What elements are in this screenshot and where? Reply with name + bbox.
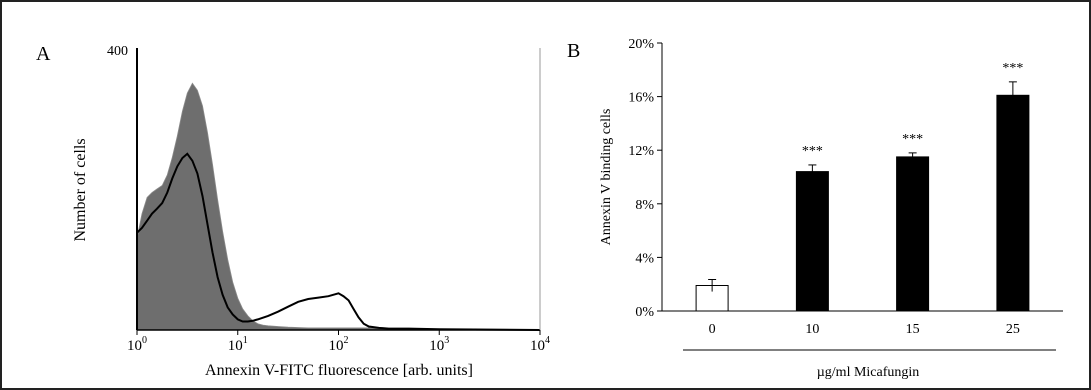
panel-a-series-line [136, 152, 541, 331]
y-tick-label-5: 20% [628, 37, 654, 52]
histogram-area-control [136, 82, 541, 331]
y-tick-label-1: 4% [635, 251, 654, 266]
bar-25 [996, 94, 1030, 312]
bar-10 [795, 171, 829, 312]
y-tick-label-0: 0% [635, 305, 654, 320]
panel-b-categories: 0 10 15 25 [709, 322, 1020, 337]
panel-a: A 400 Number of cells 100 101 102 103 104 An… [36, 43, 550, 379]
category-label-15: 15 [906, 322, 920, 337]
category-label-10: 10 [805, 322, 819, 337]
significance-25: *** [1002, 61, 1023, 76]
category-label-25: 25 [1006, 322, 1020, 337]
significance-15: *** [902, 132, 923, 147]
panel-a-label: A [36, 43, 51, 65]
panel-a-x-axis-label: Annexin V-FITC fluorescence [arb. units] [205, 362, 473, 379]
y-tick-label-4: 16% [628, 91, 654, 106]
panel-b-y-axis-label: Annexin V binding cells [599, 109, 614, 246]
panel-a-series-area [136, 82, 541, 331]
category-label-0: 0 [709, 322, 716, 337]
y-tick-label-3: 12% [628, 144, 654, 159]
panel-b-y-ticks: 0% 4% 8% 12% 16% 20% [628, 37, 662, 320]
panel-b-x-axis-label: µg/ml Micafungin [817, 365, 920, 380]
panel-b-bars: *** *** *** [695, 61, 1030, 312]
significance-10: *** [802, 144, 823, 159]
panel-a-y-axis-label: Number of cells [72, 138, 89, 241]
panel-b-label: B [567, 40, 580, 62]
panel-b: B Annexin V binding cells 0% 4% 8% 12% 16% 20… [567, 37, 1063, 380]
panel-a-y-top-label: 400 [107, 44, 128, 59]
bar-15 [896, 156, 930, 312]
histogram-line-treated [136, 152, 541, 331]
y-tick-label-2: 8% [635, 198, 654, 213]
